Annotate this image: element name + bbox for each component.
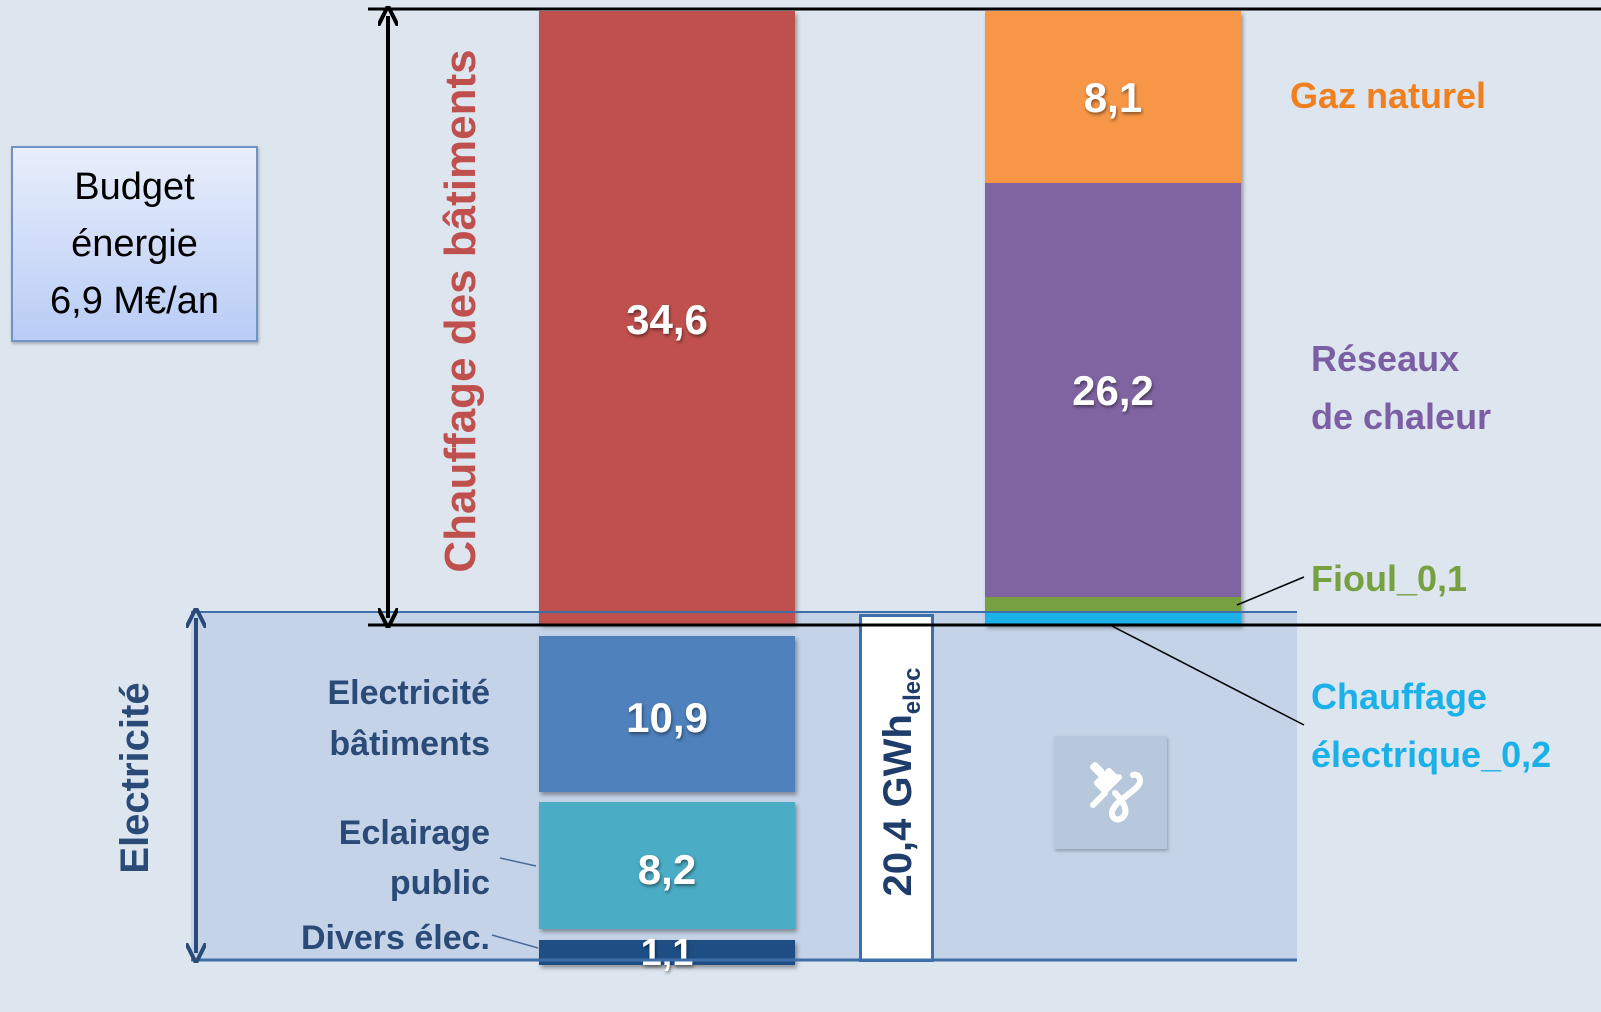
budget-line-1: Budget — [74, 165, 195, 208]
label-fuel-oil: Fioul_0,1 — [1311, 558, 1468, 599]
label-heat-networks: Réseaux de chaleur — [1311, 330, 1491, 446]
leader-misc-elec — [491, 934, 539, 949]
value-label-public-lighting: 8,2 — [637, 846, 697, 893]
bar-public-lighting-segment — [539, 802, 795, 929]
budget-line-3: 6,9 M€/an — [50, 279, 219, 322]
label-electric-heating: Chauffage électrique_0,2 — [1311, 668, 1551, 784]
value-label-heat-networks: 26,2 — [1072, 367, 1154, 414]
bar-electric-heating-segment — [985, 613, 1241, 625]
label-public-lighting: Eclairage public — [339, 808, 490, 908]
value-label-heating: 34,6 — [626, 296, 708, 343]
value-label-natural-gas: 8,1 — [1083, 74, 1143, 121]
gwh-elec-box — [859, 614, 934, 962]
value-label-elec-buildings: 10,9 — [626, 694, 708, 741]
label-misc-elec: Divers élec. — [300, 919, 490, 957]
label-elec-buildings: Electricité bâtiments — [327, 668, 490, 770]
leader-electric-heating — [1109, 624, 1305, 726]
bar-natural-gas-segment — [985, 11, 1241, 183]
label-electric-heating-line-1: Chauffage — [1311, 676, 1488, 717]
label-heat-networks-line-2: de chaleur — [1311, 396, 1492, 437]
budget-box: Budget énergie 6,9 M€/an — [11, 146, 258, 342]
label-natural-gas: Gaz naturel — [1290, 75, 1487, 116]
annotation-overlay — [0, 0, 1601, 972]
bar-fuel-oil-segment — [985, 597, 1241, 613]
bar-heat-networks-segment — [985, 183, 1241, 597]
leader-fuel-oil — [1236, 576, 1305, 606]
bar-elec-buildings-segment — [539, 636, 795, 792]
leader-public-lighting — [499, 857, 537, 867]
value-label-misc-elec: 1,1 — [640, 932, 694, 974]
label-elec-buildings-line-1: Electricité — [327, 674, 490, 712]
budget-line-2: énergie — [71, 222, 198, 265]
plug-icon-tile — [1054, 736, 1167, 849]
label-elec-buildings-line-2: bâtiments — [329, 725, 490, 763]
bar-heating-segment — [539, 11, 795, 624]
label-heat-networks-line-1: Réseaux — [1311, 338, 1460, 379]
label-public-lighting-line-2: public — [389, 864, 490, 902]
plug-icon — [1089, 761, 1143, 822]
label-electric-heating-line-2: électrique_0,2 — [1311, 734, 1552, 775]
label-public-lighting-line-1: Eclairage — [338, 814, 490, 852]
